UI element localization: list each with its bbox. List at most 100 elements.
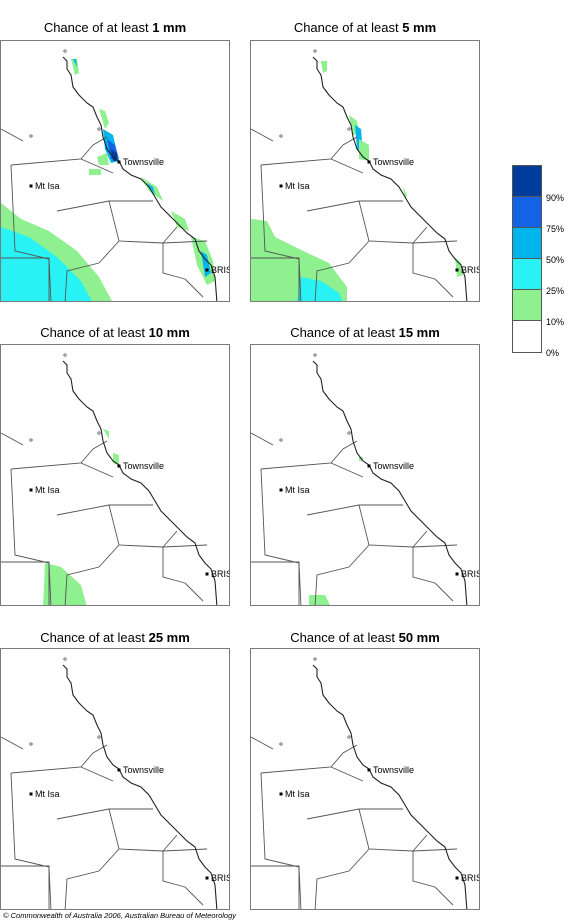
- legend-colorbar: [512, 165, 542, 353]
- rain-probability-zone: [455, 257, 463, 277]
- border-line: [56, 504, 153, 516]
- legend-label-50: 50%: [546, 255, 565, 265]
- legend-label-75: 75%: [546, 224, 565, 234]
- legend-label-25: 25%: [546, 286, 565, 296]
- border-line: [306, 200, 403, 212]
- town-label: Townsville: [123, 765, 164, 775]
- island-dot: [313, 353, 317, 357]
- border-line: [412, 834, 428, 852]
- town-label: Townsville: [373, 765, 414, 775]
- rain-probability-zone: [1, 227, 92, 301]
- rain-probability-zone: [111, 149, 117, 161]
- rain-probability-zone: [171, 211, 189, 231]
- town-label: BRIS: [211, 569, 230, 579]
- border-line: [412, 243, 436, 280]
- island-dot: [29, 742, 33, 746]
- rain-probability-zone: [43, 563, 87, 605]
- town-label: BRIS: [461, 569, 480, 579]
- town-label: Mt Isa: [285, 789, 310, 799]
- border-line: [1, 257, 50, 301]
- town-label: Mt Isa: [35, 181, 60, 191]
- legend-swatch-50: [513, 228, 541, 259]
- border-line: [1, 865, 50, 909]
- coastline: [312, 360, 468, 605]
- border-line: [260, 440, 358, 470]
- coastline: [62, 360, 218, 605]
- border-line: [64, 848, 120, 909]
- border-line: [184, 278, 204, 298]
- island-dot: [279, 134, 283, 138]
- rain-probability-zone: [147, 183, 155, 195]
- map-panel-25mm: Townsville Mt Isa BRIS: [0, 648, 230, 910]
- island-dot: [313, 49, 317, 53]
- border-line: [260, 744, 358, 774]
- panel-title-10mm: Chance of at least 10 mm: [40, 325, 190, 340]
- town-marker: [279, 184, 283, 188]
- border-line: [1, 432, 24, 446]
- rain-probability-zone: [321, 61, 327, 73]
- legend-swatch-90: [513, 166, 541, 197]
- border-line: [10, 164, 50, 260]
- town-label: BRIS: [461, 873, 480, 883]
- border-line: [1, 561, 50, 605]
- border-line: [10, 468, 50, 564]
- town-marker: [205, 572, 209, 576]
- town-marker: [117, 160, 121, 164]
- island-dot: [97, 431, 101, 435]
- rain-probability-zone: [73, 59, 77, 67]
- border-line: [184, 886, 204, 906]
- town-label: Townsville: [373, 157, 414, 167]
- border-line: [330, 766, 364, 782]
- town-label: Townsville: [123, 157, 164, 167]
- map-panel-1mm: Townsville Mt Isa BRIS: [0, 40, 230, 302]
- panel-title-1mm: Chance of at least 1 mm: [43, 20, 187, 35]
- border-line: [80, 158, 114, 174]
- island-dot: [63, 49, 67, 53]
- border-line: [314, 240, 370, 301]
- legend-label-0: 0%: [546, 348, 560, 358]
- border-line: [162, 226, 178, 244]
- border-line: [64, 544, 120, 605]
- border-line: [108, 200, 208, 244]
- rain-probability-zone: [309, 595, 330, 605]
- town-marker: [455, 268, 459, 272]
- copyright-notice: © Commonwealth of Australia 2006, Austra…: [3, 911, 237, 920]
- town-marker: [367, 464, 371, 468]
- border-line: [358, 200, 458, 244]
- town-label: Townsville: [373, 461, 414, 471]
- town-marker: [455, 876, 459, 880]
- town-marker: [29, 184, 33, 188]
- border-line: [434, 278, 454, 298]
- island-dot: [279, 742, 283, 746]
- border-line: [162, 547, 186, 584]
- border-line: [10, 772, 50, 868]
- map-svg-1mm: Townsville Mt Isa BRIS: [1, 49, 229, 301]
- island-dot: [63, 353, 67, 357]
- border-line: [412, 547, 436, 584]
- border-line: [251, 432, 274, 446]
- island-dot: [97, 127, 101, 131]
- town-label: Mt Isa: [285, 181, 310, 191]
- town-label: BRIS: [211, 873, 230, 883]
- border-line: [162, 243, 186, 280]
- town-marker: [367, 160, 371, 164]
- island-dot: [279, 438, 283, 442]
- town-marker: [29, 488, 33, 492]
- map-svg-5mm: Townsville Mt Isa BRIS: [251, 49, 479, 301]
- map-svg-15mm: Townsville Mt Isa BRIS: [251, 353, 480, 605]
- legend-swatch-0: [513, 321, 541, 352]
- legend-swatch-10: [513, 290, 541, 321]
- rain-probability-zone: [97, 153, 109, 165]
- border-line: [251, 257, 300, 301]
- town-marker: [205, 876, 209, 880]
- island-dot: [347, 127, 351, 131]
- legend-swatch-75: [513, 197, 541, 228]
- map-svg-50mm: Townsville Mt Isa BRIS: [251, 657, 480, 909]
- border-line: [184, 582, 204, 602]
- town-marker: [455, 572, 459, 576]
- coastline: [312, 56, 468, 301]
- town-marker: [367, 768, 371, 772]
- map-panel-50mm: Townsville Mt Isa BRIS: [250, 648, 480, 910]
- border-line: [306, 808, 403, 820]
- border-line: [412, 530, 428, 548]
